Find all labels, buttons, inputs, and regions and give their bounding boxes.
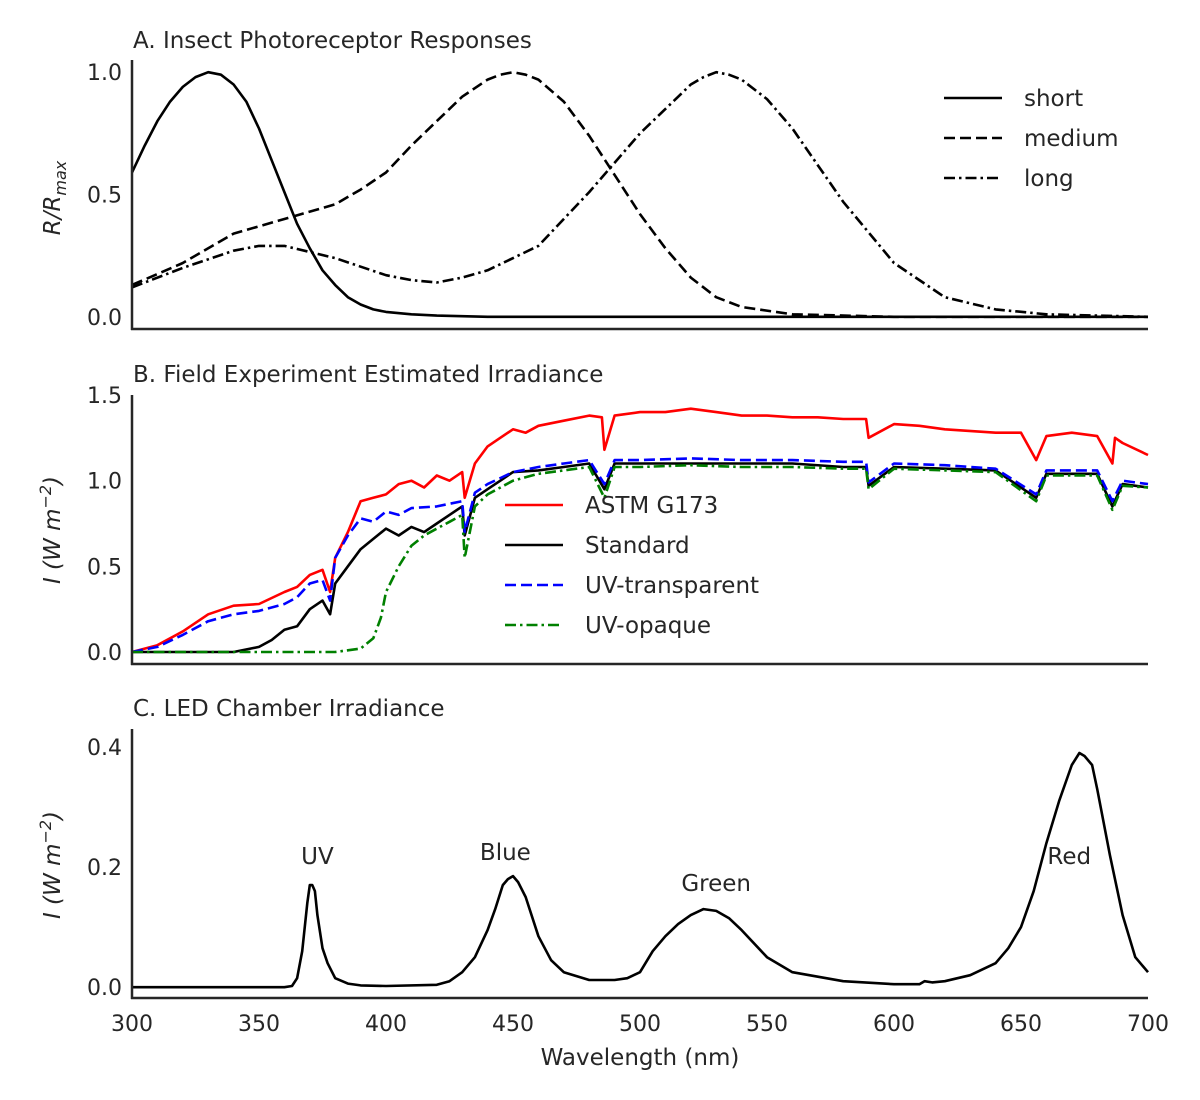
panel-b-ylabel-sup: −2 — [36, 485, 55, 509]
panel-c-xtick-label: 350 — [238, 1012, 280, 1037]
panel-b-ylabel: I (W m−2) — [36, 476, 66, 584]
peak-label-blue: Blue — [480, 840, 531, 866]
legend-label-uv-opaque: UV-opaque — [585, 613, 711, 639]
panel-b-ytick-label: 0.5 — [87, 555, 122, 580]
panel-a: A. Insect Photoreceptor Responses R/Rmax… — [40, 28, 1149, 331]
panel-c-xtick-label: 400 — [365, 1012, 407, 1037]
panel-a-ylabel-sub: max — [51, 160, 70, 195]
panel-c-xticks: 300 350 400 450 500 550 600 650 700 — [111, 1012, 1169, 1037]
panel-b-ylabel-end: ) — [40, 476, 66, 487]
legend-label-standard: Standard — [585, 533, 690, 559]
panel-c-ylabel-end: ) — [40, 811, 66, 822]
panel-c-xtick-label: 550 — [746, 1012, 788, 1037]
peak-label-green: Green — [681, 871, 751, 897]
panel-a-ytick-label: 1.0 — [87, 61, 122, 86]
panel-a-series-long-line — [131, 70, 1149, 319]
panel-c-ylabel-base: I (W m — [40, 844, 66, 920]
panel-c-xtick-label: 300 — [111, 1012, 153, 1037]
panel-c-xtick-label: 500 — [619, 1012, 661, 1037]
panel-c-xtick-label: 600 — [873, 1012, 915, 1037]
panel-b-yticks: 0.0 0.5 1.0 1.5 — [87, 384, 122, 666]
panel-b-series-astm-g173-line — [131, 407, 1149, 654]
legend-label-short: short — [1024, 86, 1083, 112]
panel-b-ylabel-base: I (W m — [40, 509, 66, 585]
panel-b-series-uv-opaque-line — [132, 463, 1149, 654]
panel-c-xtick-label: 450 — [492, 1012, 534, 1037]
panel-c-annotations: UV Blue Green Red — [301, 840, 1091, 897]
panel-b-series-uv-transparent-line — [131, 457, 1149, 654]
legend-label-uv-transparent: UV-transparent — [585, 573, 759, 599]
panel-a-series-short-line — [130, 70, 1148, 319]
panel-b-legend: ASTM G173 Standard UV-transparent UV-opaque — [505, 493, 759, 639]
panel-b-ytick-label: 0.0 — [87, 641, 122, 666]
panel-b: B. Field Experiment Estimated Irradiance… — [36, 362, 1149, 666]
panel-c-lines — [132, 751, 1149, 989]
legend-label-medium: medium — [1024, 126, 1119, 152]
panel-b-lines — [131, 407, 1149, 654]
panel-c-title: C. LED Chamber Irradiance — [133, 696, 445, 722]
panel-a-ytick-label: 0.0 — [87, 306, 122, 331]
panel-c-yticks: 0.0 0.2 0.4 — [87, 736, 122, 1001]
panel-a-ytick-label: 0.5 — [87, 184, 122, 209]
legend-label-astm-g173: ASTM G173 — [585, 493, 718, 519]
panel-a-legend: short medium long — [944, 86, 1119, 192]
panel-a-yticks: 0.0 0.5 1.0 — [87, 61, 122, 331]
panel-c-ytick-label: 0.0 — [87, 976, 122, 1001]
panel-a-lines — [130, 70, 1149, 319]
panel-c-xtick-label: 700 — [1127, 1012, 1169, 1037]
legend-label-long: long — [1024, 166, 1074, 192]
panel-c: C. LED Chamber Irradiance I (W m−2) 0.00… — [36, 696, 1169, 1071]
panel-c-ytick-label: 0.4 — [87, 736, 122, 761]
panel-b-ytick-label: 1.5 — [87, 384, 122, 409]
panel-b-ytick-label: 1.0 — [87, 470, 122, 495]
peak-label-red: Red — [1047, 844, 1091, 870]
panel-a-series-medium-line — [131, 70, 1148, 319]
panel-b-title: B. Field Experiment Estimated Irradiance — [133, 362, 603, 388]
panel-b-series-standard-line — [132, 462, 1149, 654]
panel-c-series-spectrum-line — [132, 751, 1149, 989]
panel-c-xtick-label: 650 — [1000, 1012, 1042, 1037]
panel-c-ylabel-sup: −2 — [36, 820, 55, 844]
panel-c-ytick-label: 0.2 — [87, 856, 122, 881]
panel-a-title: A. Insect Photoreceptor Responses — [133, 28, 532, 54]
panel-a-ylabel-base: R/R — [40, 196, 66, 236]
panel-c-xlabel: Wavelength (nm) — [541, 1045, 740, 1071]
peak-label-uv: UV — [301, 844, 334, 870]
panel-a-ylabel: R/Rmax — [40, 160, 70, 235]
panel-c-ylabel: I (W m−2) — [36, 811, 66, 919]
